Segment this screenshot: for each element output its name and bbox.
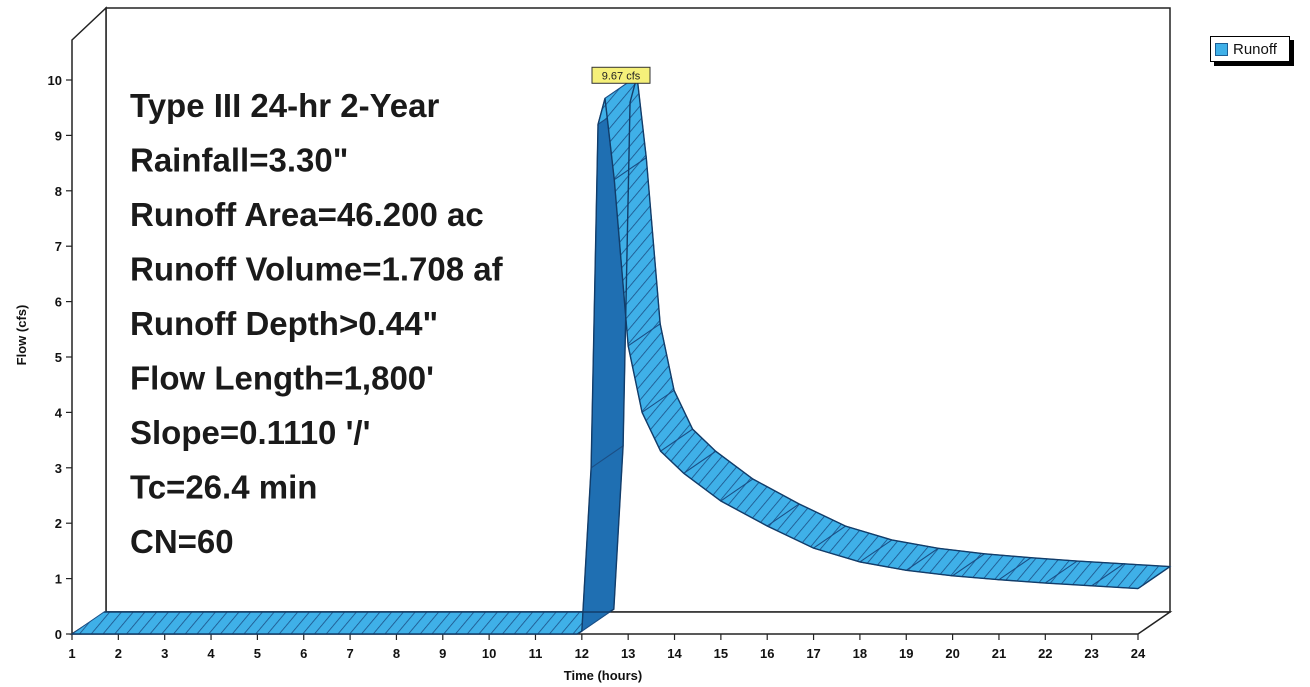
x-tick-label: 16 bbox=[760, 646, 774, 661]
info-line: Type III 24-hr 2-Year bbox=[130, 87, 440, 124]
x-tick-label: 9 bbox=[439, 646, 446, 661]
x-tick-label: 3 bbox=[161, 646, 168, 661]
legend-label-runoff: Runoff bbox=[1233, 40, 1277, 58]
info-line: Slope=0.1110 '/' bbox=[130, 414, 370, 451]
y-tick-label: 5 bbox=[55, 350, 62, 365]
x-tick-label: 8 bbox=[393, 646, 400, 661]
info-line: Flow Length=1,800' bbox=[130, 360, 434, 397]
x-tick-label: 20 bbox=[945, 646, 959, 661]
info-block: Type III 24-hr 2-Year Rainfall=3.30" Runof… bbox=[130, 87, 504, 560]
x-tick-label: 10 bbox=[482, 646, 496, 661]
y-tick-label: 6 bbox=[55, 295, 62, 310]
x-tick-label: 6 bbox=[300, 646, 307, 661]
x-tick-label: 22 bbox=[1038, 646, 1052, 661]
info-line: Runoff Volume=1.708 af bbox=[130, 251, 504, 288]
runoff-line-front bbox=[72, 98, 1139, 635]
y-tick-label: 4 bbox=[55, 405, 63, 420]
y-axis-ticks: 0 1 2 3 4 5 6 7 8 9 10 bbox=[48, 73, 72, 642]
peak-callout-label: 9.67 cfs bbox=[602, 70, 641, 82]
y-tick-label: 3 bbox=[55, 461, 62, 476]
y-tick-label: 8 bbox=[55, 184, 62, 199]
info-line: Runoff Area=46.200 ac bbox=[130, 196, 484, 233]
info-line: Tc=26.4 min bbox=[130, 469, 317, 506]
x-tick-label: 19 bbox=[899, 646, 913, 661]
peak-callout-box bbox=[591, 66, 651, 84]
x-tick-label: 4 bbox=[207, 646, 215, 661]
y-tick-label: 9 bbox=[55, 128, 62, 143]
x-tick-label: 17 bbox=[806, 646, 820, 661]
x-tick-label: 1 bbox=[68, 646, 75, 661]
y-tick-label: 10 bbox=[48, 73, 62, 88]
x-tick-label: 13 bbox=[621, 646, 635, 661]
x-tick-label: 5 bbox=[254, 646, 261, 661]
x-tick-label: 15 bbox=[714, 646, 728, 661]
peak-callout: 9.67 cfs bbox=[591, 66, 651, 84]
x-tick-label: 14 bbox=[667, 646, 682, 661]
x-tick-label: 11 bbox=[529, 646, 543, 661]
y-tick-label: 2 bbox=[55, 516, 62, 531]
x-tick-label: 18 bbox=[853, 646, 867, 661]
y-tick-label: 1 bbox=[55, 572, 62, 587]
info-line: Runoff Depth>0.44" bbox=[130, 305, 438, 342]
x-tick-label: 23 bbox=[1084, 646, 1098, 661]
runoff-ribbon-segment bbox=[70, 611, 611, 635]
x-tick-label: 12 bbox=[575, 646, 589, 661]
runoff-line-back bbox=[104, 76, 1171, 613]
x-tick-label: 21 bbox=[992, 646, 1006, 661]
y-tick-label: 7 bbox=[55, 239, 62, 254]
x-axis-ticks: 1 2 3 4 5 6 7 8 9 10 11 12 13 14 15 16 17 18 19 20 21 22 23 24 bbox=[68, 634, 1146, 661]
legend: Runoff bbox=[1210, 36, 1290, 62]
x-tick-label: 24 bbox=[1131, 646, 1146, 661]
x-tick-label: 2 bbox=[115, 646, 122, 661]
y-tick-label: 0 bbox=[55, 627, 62, 642]
y-axis-title: Flow (cfs) bbox=[14, 305, 29, 366]
info-line: Rainfall=3.30" bbox=[130, 142, 348, 179]
runoff-end-cap bbox=[1137, 565, 1171, 590]
runoff-series bbox=[70, 75, 1172, 635]
left-wall bbox=[71, 6, 107, 636]
legend-swatch-runoff bbox=[1215, 42, 1228, 56]
x-tick-label: 7 bbox=[346, 646, 353, 661]
x-axis-title: Time (hours) bbox=[564, 668, 643, 683]
info-line: CN=60 bbox=[130, 523, 234, 560]
